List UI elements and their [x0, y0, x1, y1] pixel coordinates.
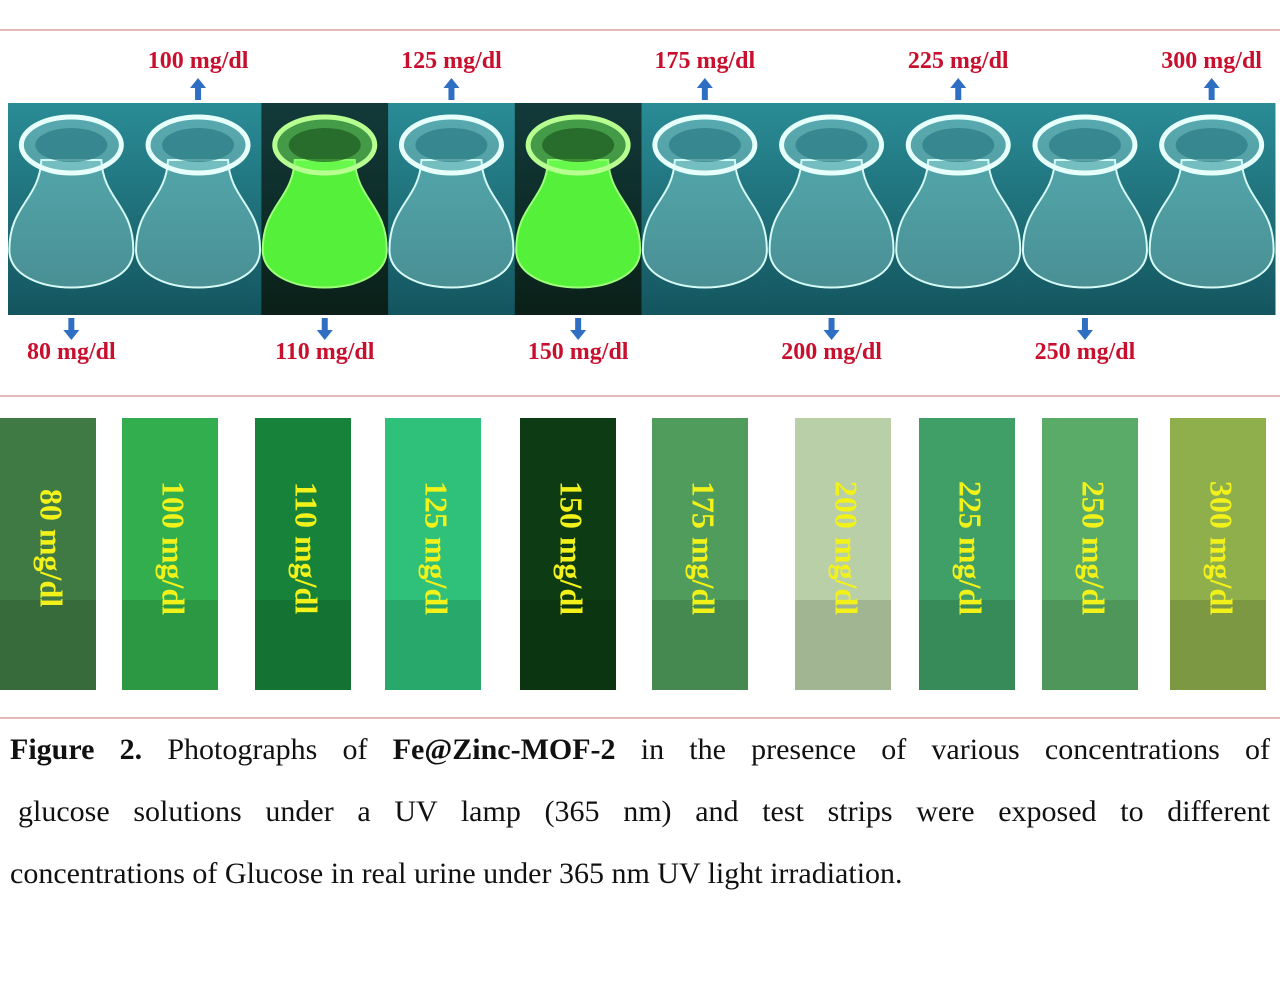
- strip-label: 80 mg/dl: [34, 489, 70, 607]
- caption-line: Figure 2. Photographs of Fe@Zinc-MOF-2 i…: [10, 733, 1270, 767]
- strip-texture: [652, 600, 748, 690]
- flask-body: [895, 159, 1022, 289]
- arrow: [696, 78, 713, 100]
- strip-label: 110 mg/dl: [289, 482, 325, 615]
- flask-label: 125 mg/dl: [401, 48, 502, 74]
- flask-label: 80 mg/dl: [27, 339, 116, 365]
- test-strip: [255, 418, 351, 690]
- flask-body: [515, 159, 642, 289]
- flask-mouth: [668, 128, 741, 162]
- arrow: [190, 78, 207, 100]
- flask-label: 200 mg/dl: [781, 339, 882, 365]
- caption-line: concentrations of Glucose in real urine …: [10, 857, 903, 890]
- flask-body: [135, 159, 262, 289]
- arrow: [950, 78, 967, 100]
- strip-texture: [1170, 600, 1266, 690]
- caption-text: in the presence of various concentration…: [640, 733, 1270, 766]
- flask-label: 250 mg/dl: [1035, 339, 1136, 365]
- strip-label: 175 mg/dl: [686, 481, 722, 615]
- arrow: [1203, 78, 1220, 100]
- test-strip: [795, 418, 891, 690]
- flask-body: [261, 159, 388, 289]
- strip-texture: [1042, 600, 1138, 690]
- test-strip: [520, 418, 616, 690]
- strip-texture: [795, 600, 891, 690]
- flask-mouth: [922, 128, 995, 162]
- flask-mouth: [1048, 128, 1121, 162]
- flask-mouth: [35, 128, 108, 162]
- strip-label: 100 mg/dl: [156, 481, 192, 615]
- strip-label: 125 mg/dl: [419, 481, 455, 615]
- strip-texture: [122, 600, 218, 690]
- flask-mouth: [162, 128, 235, 162]
- strip-label: 225 mg/dl: [953, 481, 989, 615]
- arrow: [823, 318, 840, 340]
- caption-line: glucose solutions under a UV lamp (365 n…: [18, 795, 1270, 828]
- arrow: [443, 78, 460, 100]
- flask-body: [8, 159, 135, 289]
- strip-texture: [385, 600, 481, 690]
- test-strip: [1042, 418, 1138, 690]
- flask-label: 225 mg/dl: [908, 48, 1009, 74]
- caption-label: Figure 2.: [10, 733, 143, 766]
- arrow: [63, 318, 80, 340]
- flask-mouth: [415, 128, 488, 162]
- strip-label: 300 mg/dl: [1204, 481, 1240, 615]
- caption-text: Photographs of: [167, 733, 368, 766]
- flask-mouth: [288, 128, 361, 162]
- flask-label: 175 mg/dl: [655, 48, 756, 74]
- flask-body: [768, 159, 895, 289]
- flask-mouth: [542, 128, 615, 162]
- figure-panels: 80 mg/dl 100 mg/dl 110 mg/dl 125 mg/dl 150 m…: [0, 29, 1280, 719]
- strip-texture: [919, 600, 1015, 690]
- test-strip: [0, 418, 96, 690]
- test-strip: [919, 418, 1015, 690]
- test-strip: [385, 418, 481, 690]
- flask-body: [1021, 159, 1148, 289]
- test-strip: [652, 418, 748, 690]
- strip-texture: [520, 600, 616, 690]
- arrow: [316, 318, 333, 340]
- strip-label: 250 mg/dl: [1076, 481, 1112, 615]
- flask-mouth: [795, 128, 868, 162]
- arrow: [1076, 318, 1093, 340]
- strip-texture: [0, 600, 96, 690]
- flask-body: [1148, 159, 1275, 289]
- test-strip: [1170, 418, 1266, 690]
- flask-body: [641, 159, 768, 289]
- test-strip: [122, 418, 218, 690]
- arrow: [570, 318, 587, 340]
- strip-texture: [255, 600, 351, 690]
- caption-compound: Fe@Zinc-MOF-2: [392, 733, 616, 766]
- flask-mouth: [1175, 128, 1248, 162]
- flask-label: 110 mg/dl: [275, 339, 375, 365]
- flask-body: [388, 159, 515, 289]
- flask-label: 100 mg/dl: [148, 48, 249, 74]
- flask-label: 300 mg/dl: [1161, 48, 1262, 74]
- strip-label: 150 mg/dl: [554, 481, 590, 615]
- strip-label: 200 mg/dl: [829, 481, 865, 615]
- flask-label: 150 mg/dl: [528, 339, 629, 365]
